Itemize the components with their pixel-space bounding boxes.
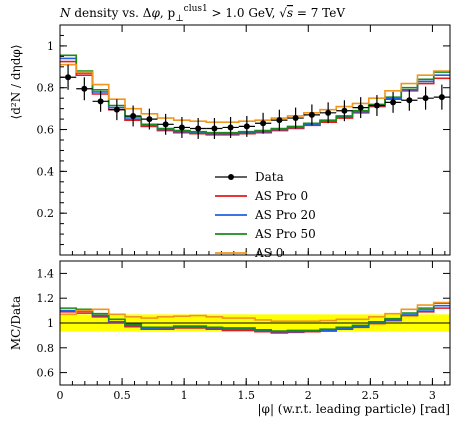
x-axis: 0 0.5 1 1.5 2 2.5 3	[57, 261, 446, 402]
ratio-y-tick-label: 1.2	[37, 292, 55, 305]
ratio-series-group	[60, 301, 450, 334]
y-tick-label: 0.6	[37, 124, 55, 137]
data-point	[385, 91, 402, 113]
y-tick-label: 0.8	[37, 82, 55, 95]
data-marker	[113, 106, 120, 113]
main-series-group	[60, 54, 450, 136]
ratio-line-as-pro-50	[60, 302, 450, 332]
data-marker	[65, 74, 72, 81]
data-marker	[276, 117, 283, 124]
data-marker	[341, 107, 348, 114]
legend-label: AS Pro 50	[254, 227, 316, 241]
data-point	[287, 107, 304, 129]
data-marker	[243, 123, 250, 130]
data-marker	[162, 121, 169, 128]
data-point	[222, 117, 239, 138]
data-marker	[373, 102, 380, 109]
data-point	[76, 77, 93, 101]
ratio-y-tick-label: 1	[47, 317, 54, 330]
data-marker	[438, 94, 445, 101]
data-marker	[422, 95, 429, 102]
legend-marker	[228, 174, 234, 180]
data-marker	[130, 112, 137, 119]
y-tick-label: 0.2	[37, 207, 55, 220]
data-point	[352, 97, 369, 119]
data-marker	[260, 120, 267, 127]
legend-item-as-pro-0: AS Pro 0	[215, 189, 308, 203]
data-point	[157, 113, 174, 135]
legend-item-as-pro-50: AS Pro 50	[215, 227, 316, 241]
data-marker	[81, 85, 88, 92]
data-marker	[211, 125, 218, 132]
x-tick-label: 0.5	[113, 389, 131, 402]
chart-title: N density vs. Δφ, p⊥clus1 > 1.0 GeV, √s …	[59, 4, 345, 24]
data-point	[401, 89, 418, 111]
data-point	[238, 115, 256, 137]
data-point	[433, 84, 451, 110]
x-tick-label: 2.5	[362, 389, 380, 402]
main-x-ticks	[59, 25, 446, 255]
data-point	[108, 99, 126, 121]
legend-label: AS Pro 0	[254, 189, 308, 203]
main-y-axis: 0.2 0.4 0.6 0.8 1	[37, 34, 450, 246]
data-point	[190, 118, 207, 139]
data-point	[92, 90, 109, 112]
ratio-y-tick-label: 0.8	[37, 342, 55, 355]
legend-label: Data	[255, 170, 284, 184]
y-axis-label-ratio: MC/Data	[9, 296, 23, 350]
ratio-y-tick-label: 1.4	[37, 267, 55, 280]
legend-item-as-0: AS 0	[215, 246, 283, 260]
x-tick-label: 0	[57, 389, 64, 402]
legend-item-as-pro-20: AS Pro 20	[215, 208, 316, 222]
data-point	[336, 100, 353, 122]
data-point	[417, 86, 434, 110]
data-marker	[325, 109, 332, 116]
series-line-as-pro-50	[60, 54, 450, 134]
data-marker	[292, 115, 299, 122]
x-tick-label: 1.5	[237, 389, 255, 402]
data-marker	[195, 125, 202, 132]
data-marker	[227, 124, 234, 131]
data-point	[125, 105, 142, 127]
x-axis-label: |φ| (w.r.t. leading particle) [rad]	[258, 402, 451, 416]
data-marker	[178, 124, 185, 131]
data-point	[206, 118, 223, 139]
series-line-as-0	[60, 63, 450, 124]
y-axis-label-main: ⟨d²N / dηdφ⟩	[9, 45, 23, 120]
data-point	[173, 117, 191, 138]
x-tick-label: 1	[181, 389, 188, 402]
data-point	[255, 112, 272, 134]
x-tick-label: 2	[305, 389, 312, 402]
data-marker	[146, 116, 153, 123]
legend: Data AS Pro 0 AS Pro 20 AS Pro 50 AS 0	[215, 170, 316, 260]
data-point	[320, 102, 337, 124]
data-marker	[406, 97, 413, 104]
data-point	[271, 109, 288, 131]
data-marker	[390, 99, 397, 106]
data-point	[141, 108, 158, 130]
data-marker	[357, 104, 364, 111]
ratio-y-axis: 0.6 0.8 1 1.2 1.4	[37, 267, 450, 380]
data-marker	[308, 111, 315, 118]
y-tick-label: 1	[47, 40, 54, 53]
series-line-as-pro-20	[60, 57, 450, 135]
data-point	[368, 95, 386, 116]
data-marker	[97, 98, 104, 105]
ratio-y-tick-label: 0.6	[37, 367, 55, 380]
ratio-line-as-0	[60, 301, 450, 322]
legend-item-data: Data	[215, 170, 284, 184]
data-points-group	[60, 64, 451, 139]
legend-label: AS 0	[254, 246, 283, 260]
data-point	[303, 104, 321, 126]
legend-label: AS Pro 20	[254, 208, 316, 222]
y-tick-label: 0.4	[37, 165, 55, 178]
x-tick-label: 3	[429, 389, 436, 402]
